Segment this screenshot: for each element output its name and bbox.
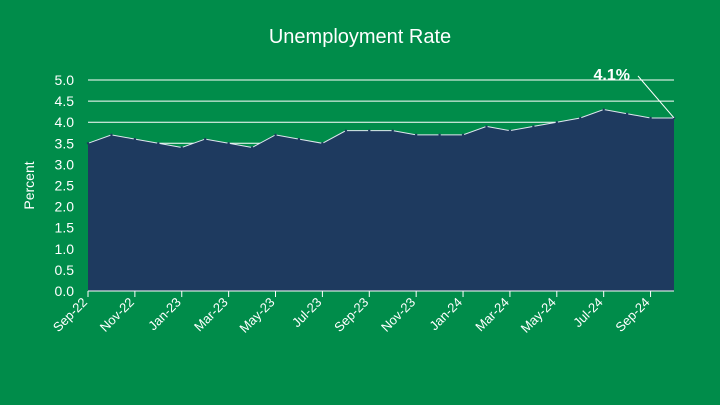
data-point: [204, 137, 207, 141]
data-point: [602, 108, 605, 111]
x-tick-label: Sep-24: [612, 295, 652, 335]
data-point: [180, 146, 183, 149]
x-tick-label: Jan-23: [145, 295, 184, 334]
data-point: [86, 142, 90, 145]
data-point: [555, 121, 558, 124]
data-point: [532, 125, 535, 128]
callout-label: 4.1%: [594, 67, 630, 84]
x-tick-label: Jul-23: [289, 295, 325, 331]
x-tick-label: Mar-23: [191, 295, 231, 335]
y-tick-label: 2.5: [55, 178, 75, 194]
callout-leader: [637, 75, 675, 119]
data-point: [461, 133, 465, 137]
y-tick-label: 1.0: [55, 241, 75, 257]
y-tick-label: 3.0: [55, 156, 75, 172]
data-point: [344, 129, 348, 132]
data-point: [110, 133, 113, 137]
y-tick-label: 4.0: [55, 114, 75, 130]
y-tick-label: 0.5: [55, 262, 75, 278]
data-point: [414, 133, 418, 137]
y-tick-label: 1.5: [55, 220, 75, 236]
x-tick-label: Sep-22: [50, 295, 90, 335]
data-point: [391, 129, 394, 132]
data-point: [250, 146, 254, 149]
y-tick-label: 3.5: [55, 135, 75, 151]
y-tick-label: 5.0: [55, 72, 75, 88]
data-point: [227, 142, 230, 145]
data-point: [274, 133, 277, 137]
x-tick-label: Nov-23: [378, 295, 418, 335]
data-point: [508, 129, 512, 132]
data-point: [133, 137, 137, 141]
x-tick-label: Jul-24: [570, 295, 606, 331]
x-tick-label: Jan-24: [426, 295, 465, 334]
x-tick-label: May-24: [518, 295, 559, 336]
x-tick-label: Nov-22: [97, 295, 137, 335]
data-point: [157, 142, 160, 145]
data-point: [649, 116, 652, 120]
y-tick-label: 2.0: [55, 199, 75, 215]
x-tick-label: May-23: [236, 295, 277, 336]
y-tick-label: 0.0: [55, 283, 75, 299]
data-point: [438, 133, 441, 137]
x-tick-label: Mar-24: [472, 295, 512, 335]
data-point: [368, 129, 371, 132]
data-point: [579, 116, 582, 120]
data-point: [297, 137, 301, 141]
y-tick-label: 4.5: [55, 93, 75, 109]
data-point: [625, 112, 629, 115]
data-point: [485, 125, 488, 128]
series-line: [87, 109, 674, 149]
data-point: [321, 142, 324, 145]
y-axis-label: Percent: [21, 161, 37, 209]
area-series: [88, 109, 674, 291]
x-tick-label: Sep-23: [331, 295, 371, 335]
chart-title: Unemployment Rate: [268, 26, 452, 48]
